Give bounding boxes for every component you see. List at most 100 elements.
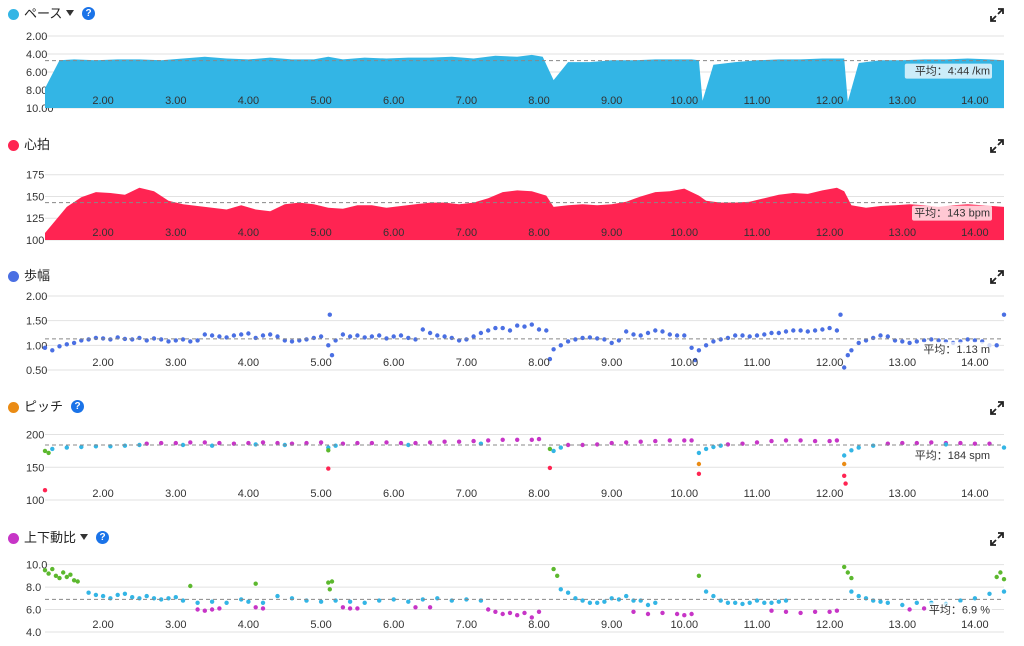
help-icon[interactable]: ? <box>82 7 95 20</box>
x-tick-label: 13.00 <box>889 227 917 239</box>
data-point <box>602 599 607 604</box>
help-icon[interactable]: ? <box>71 400 84 413</box>
data-point <box>842 365 847 370</box>
expand-icon[interactable] <box>990 270 1004 284</box>
data-point <box>602 337 607 342</box>
data-point <box>580 442 585 448</box>
x-tick-label: 14.00 <box>961 227 989 239</box>
data-point <box>522 324 527 329</box>
data-point <box>144 593 149 599</box>
data-point <box>856 593 861 599</box>
x-tick-label: 2.00 <box>92 488 113 500</box>
data-point <box>57 344 62 349</box>
expand-icon[interactable] <box>990 532 1004 546</box>
x-tick-label: 7.00 <box>456 357 477 369</box>
x-tick-label: 8.00 <box>528 357 549 369</box>
data-point <box>798 328 803 333</box>
data-point <box>362 600 367 605</box>
x-tick-label: 10.00 <box>671 488 699 500</box>
data-point <box>253 442 258 447</box>
x-tick-label: 10.00 <box>671 227 699 239</box>
data-point <box>733 333 738 338</box>
data-point <box>64 574 70 580</box>
data-point <box>64 445 70 450</box>
expand-icon[interactable] <box>990 8 1004 22</box>
data-point <box>130 595 135 600</box>
data-point <box>834 438 840 443</box>
x-tick-label: 11.00 <box>744 619 771 631</box>
data-point <box>645 611 651 617</box>
help-icon[interactable]: ? <box>96 531 109 544</box>
data-point <box>318 599 324 604</box>
data-point <box>914 600 919 605</box>
expand-icon[interactable] <box>990 401 1004 415</box>
x-tick-label: 7.00 <box>456 95 477 107</box>
data-point <box>660 329 665 334</box>
data-point <box>638 333 643 338</box>
data-point <box>769 608 774 613</box>
data-point <box>304 440 309 446</box>
expand-icon[interactable] <box>990 139 1004 153</box>
x-tick-label: 4.00 <box>238 619 259 631</box>
data-point <box>159 337 164 342</box>
data-point <box>46 450 51 456</box>
data-point <box>86 590 91 595</box>
data-point <box>347 334 353 339</box>
data-point <box>769 438 774 444</box>
hr-chart: 100 125 150 175 2.00 3.00 4.00 5.00 6.00 7.00 8.00… <box>26 170 1004 247</box>
x-tick-label: 10.00 <box>671 95 699 107</box>
x-tick-label: 10.00 <box>671 619 699 631</box>
data-point <box>1001 445 1007 450</box>
data-point <box>115 592 120 598</box>
data-point <box>827 438 832 444</box>
data-point <box>311 335 316 341</box>
x-tick-label: 3.00 <box>165 619 186 631</box>
hr-legend-dot <box>8 140 19 151</box>
data-point <box>914 440 919 446</box>
data-point <box>733 600 738 605</box>
data-point <box>703 446 709 452</box>
x-tick-label: 11.00 <box>744 227 771 239</box>
x-tick-label: 4.00 <box>238 95 259 107</box>
data-point <box>347 599 353 604</box>
data-point <box>398 333 404 338</box>
data-point <box>260 333 266 338</box>
data-point <box>856 340 861 346</box>
hr-panel-header: 心拍 <box>0 137 1024 155</box>
chevron-down-icon[interactable] <box>66 10 74 16</box>
data-point <box>231 333 237 338</box>
x-tick-label: 13.00 <box>889 357 917 369</box>
data-point <box>195 607 200 612</box>
pace-average-label: 平均：4:44 /km <box>915 65 990 78</box>
data-point <box>391 597 396 602</box>
data-point <box>71 578 77 583</box>
data-point <box>536 436 542 442</box>
data-point <box>486 328 491 333</box>
data-point <box>558 587 563 592</box>
data-point <box>849 348 854 353</box>
data-point <box>696 450 702 456</box>
chevron-down-icon[interactable] <box>80 534 88 540</box>
data-point <box>820 327 825 332</box>
data-point <box>478 330 484 336</box>
data-point <box>486 607 491 612</box>
vr-panel-header: 上下動比? <box>0 530 1024 548</box>
data-point <box>696 461 702 467</box>
cadence-legend-dot <box>8 402 19 413</box>
data-point <box>696 348 702 353</box>
data-point <box>776 599 781 604</box>
data-point <box>987 591 992 596</box>
average-label-bg <box>904 63 992 79</box>
x-tick-label: 11.00 <box>744 357 771 369</box>
data-point <box>507 610 513 616</box>
vr-title[interactable]: 上下動比 <box>24 530 77 545</box>
data-point <box>871 335 876 341</box>
data-point <box>558 445 563 450</box>
data-point <box>551 448 556 454</box>
data-point <box>1001 312 1007 317</box>
data-point <box>42 345 48 350</box>
pace-title[interactable]: ペース <box>24 6 63 21</box>
data-point <box>260 440 266 445</box>
data-point <box>994 574 999 580</box>
